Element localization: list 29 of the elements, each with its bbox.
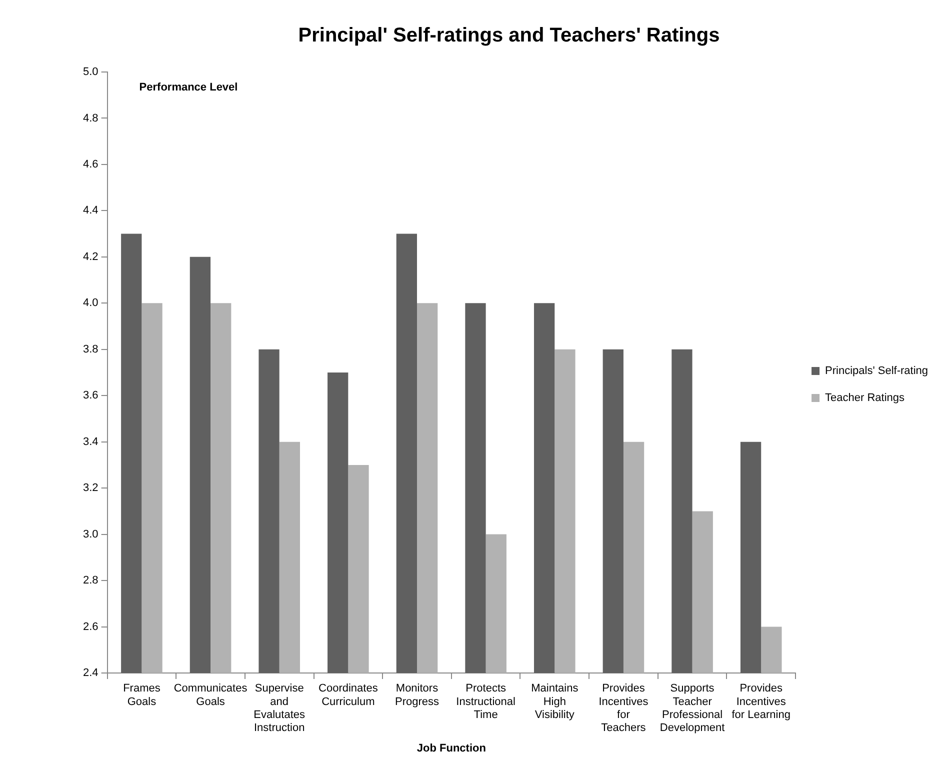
y-tick-label: 2.8: [82, 574, 98, 587]
x-tick-label: Supports Teacher Professional Development: [660, 682, 725, 734]
y-tick-label: 3.2: [82, 482, 98, 494]
y-tick-label: 4.4: [82, 204, 98, 217]
x-tick-label: Provides Incentives for Teachers: [598, 682, 649, 734]
x-tick-label: Protects Instructional Time: [456, 682, 516, 722]
y-tick-label: 4.8: [82, 112, 98, 124]
y-tick-label: 3.4: [82, 436, 98, 448]
y-tick-label: 3.6: [82, 390, 98, 402]
x-tick-label: Supervise and Evalutates Instruction: [254, 682, 306, 734]
legend-label: Principals' Self-rating: [825, 365, 928, 378]
x-tick-label: Coordinates Curriculum: [318, 682, 378, 708]
x-tick-label: Communicates Goals: [174, 682, 248, 708]
y-tick-label: 2.6: [82, 620, 98, 633]
x-tick-label: Maintains High Visibility: [531, 682, 579, 722]
y-tick-label: 4.2: [82, 250, 98, 263]
y-tick-label: 2.4: [82, 667, 98, 680]
x-tick-label: Provides Incentives for Learning: [732, 682, 790, 722]
x-axis-title: Job Function: [416, 742, 486, 754]
y-tick-label: 4.0: [82, 297, 98, 310]
y-tick-label: 3.0: [82, 528, 98, 540]
y-tick-label: 5.0: [82, 66, 98, 78]
x-tick-label: Frames Goals: [123, 682, 161, 708]
y-axis-title: Performance Level: [139, 82, 238, 94]
y-tick-label: 3.8: [82, 343, 98, 356]
chart-title: Principal' Self-ratings and Teachers' Ratings: [298, 24, 720, 47]
x-tick-label: Monitors Progress: [394, 682, 440, 708]
legend-label: Teacher Ratings: [825, 392, 906, 404]
y-tick-label: 4.6: [82, 158, 98, 170]
